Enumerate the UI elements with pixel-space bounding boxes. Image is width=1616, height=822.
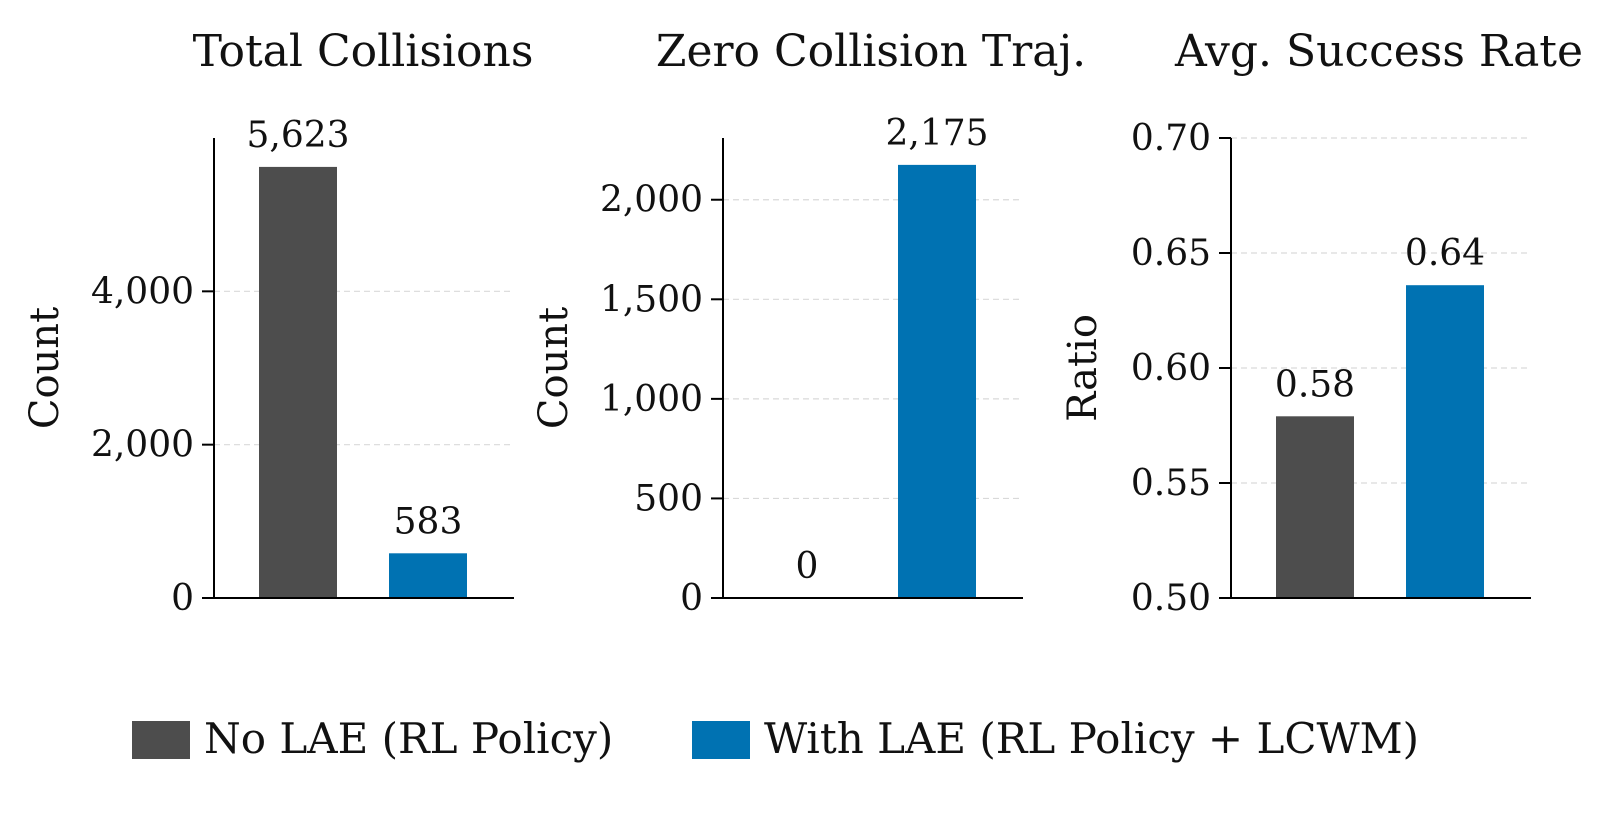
y-tick-label: 0.65: [1131, 233, 1211, 274]
y-tick-label: 2,000: [91, 425, 194, 466]
y-tick-label: 0: [171, 578, 194, 619]
bar-value-label: 0.58: [1275, 364, 1355, 405]
legend-swatch: [692, 721, 750, 759]
bar-with-lae: [389, 553, 467, 598]
chart-title: Zero Collision Traj.: [656, 26, 1086, 77]
legend-item-2: With LAE (RL Policy + LCWM): [692, 714, 1419, 763]
bar-no-lae: [1276, 416, 1354, 598]
y-tick-label: 2,000: [600, 180, 703, 221]
y-tick-label: 1,000: [600, 379, 703, 420]
chart-title: Total Collisions: [193, 26, 534, 77]
y-tick-label: 0: [680, 578, 703, 619]
y-axis-label: Count: [22, 307, 68, 429]
legend-item-1: No LAE (RL Policy): [132, 714, 613, 763]
y-tick-label: 4,000: [91, 271, 194, 312]
legend-label: With LAE (RL Policy + LCWM): [764, 714, 1419, 763]
chart-panel-2: 0 2,175 0 500 1,000 1,500 2,000 Zero Collision …: [531, 26, 1086, 619]
bar-with-lae: [898, 164, 976, 598]
y-tick-label: 500: [634, 478, 703, 519]
bar-value-label: 583: [394, 501, 463, 542]
legend: No LAE (RL Policy) With LAE (RL Policy + …: [132, 714, 1419, 763]
y-tick-label: 0.55: [1131, 463, 1211, 504]
chart-panel-1: 5,623 583 0 2,000 4,000 Total Collisions Count: [22, 26, 533, 619]
y-axis-label: Ratio: [1060, 314, 1106, 422]
bar-with-lae: [1406, 285, 1484, 598]
legend-swatch: [132, 721, 190, 759]
bar-value-label: 2,175: [885, 113, 988, 154]
chart-panel-3: 0.58 0.64 0.50 0.55 0.60 0.65 0.70 Avg. Success…: [1060, 26, 1583, 619]
legend-label: No LAE (RL Policy): [204, 714, 613, 763]
bar-value-label: 5,623: [246, 115, 349, 156]
chart-title: Avg. Success Rate: [1174, 26, 1583, 77]
bar-no-lae: [259, 166, 337, 599]
y-tick-label: 0.70: [1131, 118, 1211, 159]
bar-value-label: 0: [796, 546, 819, 587]
y-axis-label: Count: [531, 307, 577, 429]
bar-value-label: 0.64: [1405, 233, 1485, 274]
y-tick-label: 1,500: [600, 279, 703, 320]
y-tick-label: 0.60: [1131, 348, 1211, 389]
y-tick-label: 0.50: [1131, 578, 1211, 619]
